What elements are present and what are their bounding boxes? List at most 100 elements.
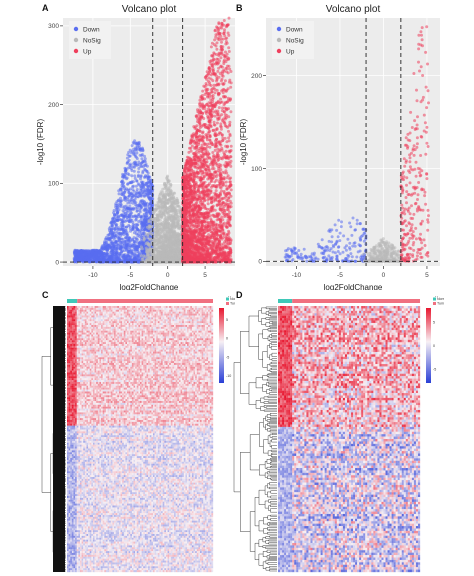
point-down xyxy=(121,220,125,224)
point-down xyxy=(126,254,130,258)
point-down xyxy=(143,189,147,193)
point-down xyxy=(114,260,118,264)
point-nosig xyxy=(148,225,152,229)
point-down xyxy=(143,157,147,161)
point-down xyxy=(99,251,103,254)
point-down xyxy=(131,226,135,230)
point-nosig xyxy=(172,215,176,219)
point-up xyxy=(195,124,199,128)
point-down xyxy=(115,250,119,254)
point-down xyxy=(137,245,141,249)
point-down xyxy=(147,203,151,207)
point-down xyxy=(124,247,128,251)
point-down xyxy=(85,251,89,254)
point-down xyxy=(120,240,124,244)
point-down xyxy=(133,139,137,143)
point-nosig xyxy=(153,256,156,260)
point-down xyxy=(82,249,86,253)
point-down xyxy=(137,160,141,164)
point-down xyxy=(123,239,127,243)
point-down xyxy=(111,253,115,257)
point-up xyxy=(217,106,221,110)
point-nosig xyxy=(143,255,147,258)
point-nosig xyxy=(144,250,148,254)
point-down xyxy=(125,156,129,160)
point-down xyxy=(139,161,143,165)
point-down xyxy=(127,194,131,198)
point-down xyxy=(136,191,140,195)
point-nosig xyxy=(153,218,157,222)
point-down xyxy=(102,258,106,262)
point-nosig xyxy=(149,217,153,221)
point-down xyxy=(131,201,135,205)
point-down xyxy=(109,227,113,231)
point-nosig xyxy=(166,174,169,178)
point-nosig xyxy=(168,227,172,231)
point-nosig xyxy=(173,202,177,206)
point-down xyxy=(136,206,140,210)
point-nosig xyxy=(152,227,156,231)
point-down xyxy=(140,206,143,210)
point-down xyxy=(137,203,141,207)
point-nosig xyxy=(164,222,168,226)
point-nosig xyxy=(165,215,168,219)
point-down xyxy=(130,251,134,255)
point-down xyxy=(137,141,141,145)
point-down xyxy=(145,214,149,218)
point-down xyxy=(118,245,122,248)
point-down xyxy=(120,185,124,189)
point-down xyxy=(110,247,114,251)
point-down xyxy=(132,199,136,203)
points-group xyxy=(72,16,233,264)
point-nosig xyxy=(173,225,177,229)
point-nosig xyxy=(157,233,161,236)
point-nosig xyxy=(154,235,157,238)
point-down xyxy=(130,194,134,198)
point-nosig xyxy=(164,195,168,199)
point-up xyxy=(222,19,226,22)
point-nosig xyxy=(169,190,173,194)
point-up xyxy=(216,69,220,73)
point-nosig xyxy=(177,205,181,209)
point-down xyxy=(120,190,124,194)
point-nosig xyxy=(171,200,175,204)
point-up xyxy=(215,57,219,61)
point-down xyxy=(125,225,129,229)
point-down xyxy=(140,164,144,168)
panel-letter-a: A xyxy=(42,3,49,13)
point-down xyxy=(140,243,144,247)
point-down xyxy=(97,257,101,261)
point-down xyxy=(142,218,146,222)
point-down xyxy=(128,154,131,158)
point-down xyxy=(134,218,138,222)
point-down xyxy=(126,243,130,247)
point-down xyxy=(141,201,145,205)
point-down xyxy=(121,246,125,250)
point-up xyxy=(213,148,217,152)
point-down xyxy=(144,192,148,196)
point-down xyxy=(136,195,140,199)
point-up xyxy=(201,130,205,134)
point-down xyxy=(141,171,145,175)
point-down xyxy=(141,185,145,189)
point-nosig xyxy=(175,214,179,218)
point-nosig xyxy=(166,252,170,256)
point-down xyxy=(109,258,113,262)
point-down xyxy=(135,258,139,262)
point-down xyxy=(114,203,118,207)
point-nosig xyxy=(172,208,176,212)
point-nosig xyxy=(140,245,143,249)
point-nosig xyxy=(154,239,158,243)
point-nosig xyxy=(169,183,173,187)
point-up xyxy=(229,144,233,148)
point-down xyxy=(141,183,145,186)
point-nosig xyxy=(167,208,171,212)
point-nosig xyxy=(161,250,165,254)
point-down xyxy=(134,222,138,226)
point-down xyxy=(132,169,136,173)
point-nosig xyxy=(167,213,170,217)
point-nosig xyxy=(174,199,178,203)
point-down xyxy=(120,213,124,217)
point-nosig xyxy=(156,218,160,222)
point-nosig xyxy=(157,242,161,246)
